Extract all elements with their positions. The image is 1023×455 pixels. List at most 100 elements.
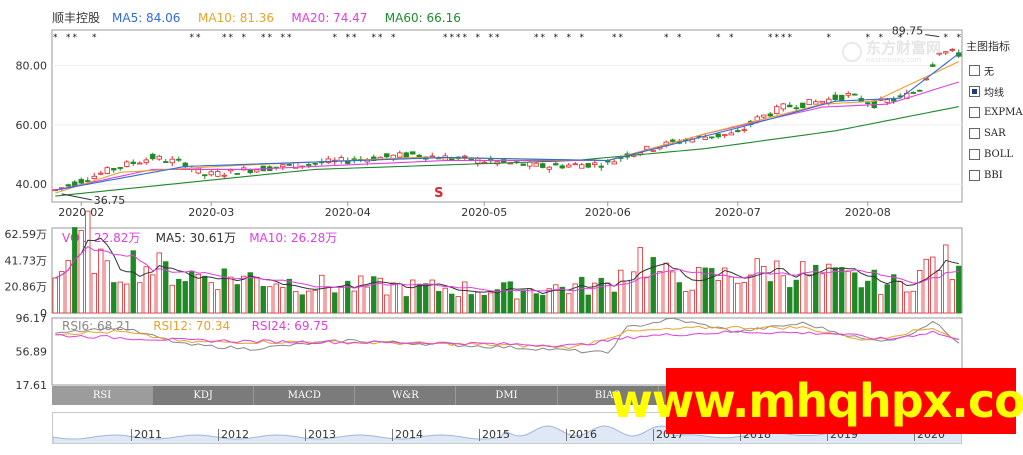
volume-bar	[748, 274, 754, 314]
candle	[891, 98, 897, 102]
volume-bar	[566, 293, 572, 314]
timeline-navigator[interactable]: 2011 2012 2013 2014 2015 2016 2017 2018 2019 2020	[52, 412, 962, 444]
volume-tick-label: 20.86万	[5, 281, 48, 294]
volume-bar	[202, 275, 208, 314]
candle	[429, 155, 435, 158]
event-star-marker: *	[333, 33, 338, 43]
event-star-marker: *	[580, 33, 585, 43]
volume-bar	[936, 269, 942, 314]
candle	[650, 149, 656, 152]
indicator-checkbox[interactable]	[969, 86, 980, 97]
candle	[761, 114, 767, 118]
volume-bar	[806, 274, 812, 314]
volume-bar	[137, 282, 143, 314]
volume-bar	[254, 276, 260, 314]
volume-tick-label: 62.59万	[5, 228, 48, 241]
volume-bar	[910, 290, 916, 314]
volume-bar	[819, 273, 825, 314]
rsi-line-rsi24	[55, 330, 959, 348]
candle	[91, 175, 97, 180]
event-star-marker: *	[567, 33, 572, 43]
volume-bar	[78, 230, 84, 314]
indicator-checkbox[interactable]	[969, 107, 980, 118]
date-tick-label: 2020-08	[845, 206, 891, 219]
volume-bar	[208, 282, 214, 314]
timeline-sparkline	[53, 425, 961, 443]
navigator-year-label: 2014	[392, 429, 423, 441]
event-star-marker: *	[378, 33, 383, 43]
candle	[533, 162, 539, 167]
volume-bar	[852, 272, 858, 314]
volume-bar	[117, 281, 123, 314]
event-star-marker: *	[957, 33, 962, 43]
volume-bar	[416, 283, 422, 314]
rsi-tick-label: 56.89	[16, 346, 48, 359]
indicator-checkbox[interactable]	[969, 128, 980, 139]
tab-wr[interactable]: W&R	[355, 386, 457, 405]
volume-bar	[273, 283, 279, 314]
tab-kdj[interactable]: KDJ	[153, 386, 255, 405]
event-star-marker: *	[612, 33, 617, 43]
indicator-checkbox[interactable]	[969, 65, 980, 76]
candle	[410, 151, 416, 155]
candle	[722, 134, 728, 137]
volume-bar	[468, 294, 474, 314]
price-tick-label: 40.00	[16, 178, 48, 191]
volume-bar	[858, 287, 864, 314]
tab-bias[interactable]: BIAS	[558, 386, 659, 405]
logo-text-cn: 东方财富网	[866, 39, 942, 57]
indicator-option[interactable]: 均线	[966, 81, 1023, 102]
candle	[117, 167, 123, 169]
volume-bar	[884, 284, 890, 314]
event-star-marker: *	[729, 33, 734, 43]
candle	[150, 153, 156, 160]
eastmoney-logo: 东方财富网 eastmoney.com	[842, 40, 941, 64]
tab-dmi[interactable]: DMI	[456, 386, 558, 405]
event-star-marker: *	[827, 33, 832, 43]
volume-bar	[722, 267, 728, 314]
volume-bar	[247, 272, 253, 314]
logo-text-en: eastmoney.com	[866, 56, 922, 64]
indicator-option[interactable]: SAR	[966, 123, 1023, 144]
volume-bar	[475, 291, 481, 314]
candle	[85, 180, 91, 182]
rsi-legend-2: RSI24: 69.75	[252, 319, 329, 333]
candle	[156, 155, 162, 160]
candle	[163, 161, 169, 163]
candle	[735, 130, 741, 133]
candle	[169, 158, 175, 164]
navigator-year-label: 2011	[131, 429, 162, 441]
event-star-marker: *	[450, 33, 455, 43]
volume-bar	[618, 269, 624, 314]
indicator-option[interactable]: 无	[966, 60, 1023, 81]
volume-bar	[306, 290, 312, 314]
indicator-checkbox[interactable]	[969, 170, 980, 181]
event-star-marker: *	[775, 33, 780, 43]
volume-bar	[124, 283, 130, 314]
event-star-marker: *	[261, 33, 266, 43]
volume-bar	[871, 269, 877, 314]
volume-bar	[631, 271, 637, 314]
tab-macd[interactable]: MACD	[254, 386, 356, 405]
event-star-marker: *	[879, 33, 884, 43]
event-star-marker: *	[190, 33, 195, 43]
indicator-option[interactable]: EXPMA	[966, 102, 1023, 123]
indicator-checkbox[interactable]	[969, 149, 980, 160]
event-star-marker: *	[287, 33, 292, 43]
tab-rsi[interactable]: RSI	[52, 386, 154, 405]
candle	[520, 163, 526, 166]
candle	[819, 100, 825, 104]
event-star-marker: *	[898, 33, 903, 43]
volume-bar	[338, 286, 344, 314]
indicator-option[interactable]: BBI	[966, 165, 1023, 186]
high-annotation-label: 89.75	[892, 25, 924, 38]
rsi-line-rsi12	[55, 325, 959, 350]
volume-bar	[429, 279, 435, 314]
indicator-option[interactable]: BOLL	[966, 144, 1023, 165]
event-star-marker: *	[554, 33, 559, 43]
candle	[234, 173, 240, 175]
volume-bar	[52, 277, 58, 314]
volume-bar	[91, 273, 97, 314]
candle	[572, 163, 578, 166]
